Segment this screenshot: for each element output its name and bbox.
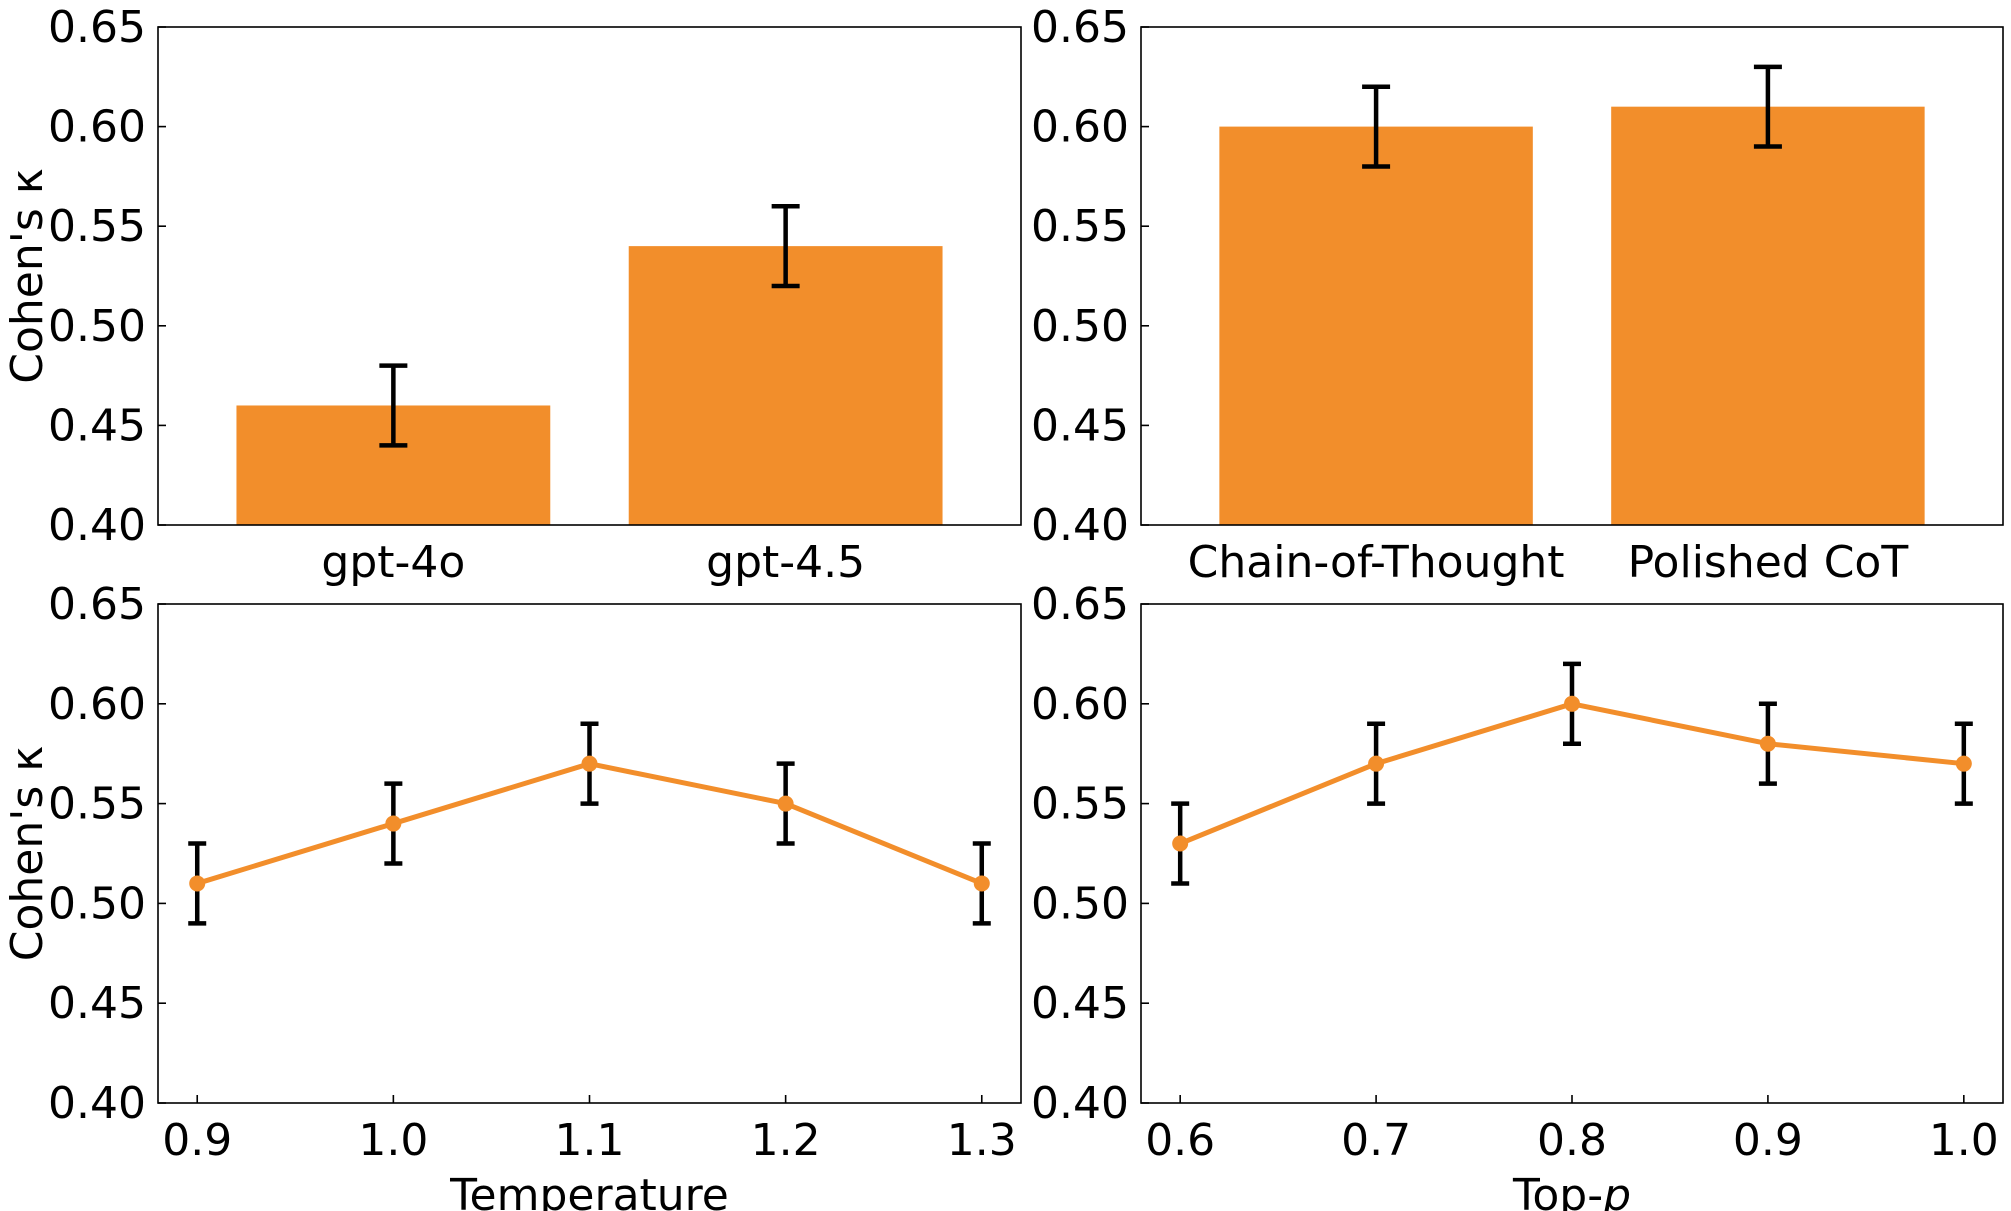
y-tick-label: 0.40	[48, 1078, 146, 1129]
y-tick-label: 0.65	[48, 579, 146, 630]
x-axis-label-text: Top-	[1512, 1170, 1603, 1211]
x-tick-label: 1.1	[555, 1115, 625, 1166]
data-point	[189, 875, 206, 892]
x-tick-label: 0.7	[1341, 1115, 1411, 1166]
x-axis-label-variable: p	[1602, 1170, 1631, 1211]
y-tick-label: 0.45	[1031, 400, 1129, 451]
panel-model-comparison: 0.40 0.45 0.50 0.55 0.60 0.65 Cohen's κ gpt-4o g…	[2, 2, 1022, 588]
data-point	[1564, 695, 1580, 712]
plot-frame	[1140, 26, 2004, 526]
data-point	[581, 755, 598, 772]
panel-temperature-sweep: 0.40 0.45 0.50 0.55 0.60 0.65 Cohen's κ 0.9 1.0 1…	[2, 579, 1022, 1211]
data-point	[385, 815, 402, 832]
x-tick-label: 0.9	[1733, 1115, 1803, 1166]
y-tick-label: 0.40	[48, 500, 146, 551]
y-axis: 0.40 0.45 0.50 0.55 0.60 0.65	[48, 2, 166, 551]
x-category-label: gpt-4.5	[706, 537, 865, 588]
data-point	[1172, 835, 1189, 852]
x-tick-label: 1.2	[751, 1115, 821, 1166]
y-tick-label: 0.60	[48, 102, 146, 153]
x-axis: 0.6 0.7 0.8 0.9 1.0	[1145, 1095, 1999, 1166]
error-bar	[1753, 64, 1782, 149]
y-tick-label: 0.45	[48, 978, 146, 1029]
x-axis-label: Top-p	[1512, 1170, 1631, 1211]
x-tick-label: 0.8	[1537, 1115, 1607, 1166]
x-tick-label: 1.3	[947, 1115, 1017, 1166]
data-point	[1368, 755, 1385, 772]
y-tick-label: 0.60	[48, 679, 146, 730]
data-point	[777, 795, 794, 812]
data-point	[973, 875, 990, 892]
plot-frame	[157, 26, 1022, 526]
error-bar	[771, 204, 800, 289]
y-axis-label: Cohen's κ	[2, 168, 53, 383]
y-tick-label: 0.60	[1031, 102, 1129, 153]
plot-frame	[1140, 603, 2004, 1104]
bar-series	[236, 204, 943, 525]
bar	[1219, 126, 1533, 525]
data-point	[1759, 735, 1776, 752]
bar	[1611, 106, 1925, 526]
line-series	[188, 721, 991, 926]
y-tick-label: 0.65	[1031, 579, 1129, 630]
y-tick-label: 0.50	[48, 878, 146, 929]
x-axis-label: Temperature	[449, 1170, 729, 1211]
x-axis: 0.9 1.0 1.1 1.2 1.3	[162, 1095, 1017, 1166]
plot-frame	[157, 603, 1022, 1104]
y-axis: 0.40 0.45 0.50 0.55 0.60 0.65	[1031, 579, 1149, 1129]
y-tick-label: 0.55	[1031, 201, 1129, 252]
bar	[628, 246, 943, 525]
x-tick-label: 1.0	[358, 1115, 428, 1166]
x-category-label: Chain-of-Thought	[1188, 537, 1565, 588]
y-tick-label: 0.40	[1031, 500, 1129, 551]
y-tick-label: 0.65	[1031, 2, 1129, 53]
y-tick-label: 0.45	[1031, 978, 1129, 1029]
y-tick-label: 0.55	[48, 201, 146, 252]
error-bar	[379, 363, 408, 448]
error-bar	[1362, 84, 1391, 169]
bar-series	[1219, 64, 1925, 526]
y-axis: 0.40 0.45 0.50 0.55 0.60 0.65	[48, 579, 166, 1129]
x-category-label: Polished CoT	[1628, 537, 1909, 588]
x-tick-label: 0.6	[1145, 1115, 1215, 1166]
y-tick-label: 0.40	[1031, 1078, 1129, 1129]
y-tick-label: 0.55	[48, 779, 146, 830]
y-tick-label: 0.50	[1031, 878, 1129, 929]
y-tick-label: 0.65	[48, 2, 146, 53]
y-tick-label: 0.50	[1031, 301, 1129, 352]
y-tick-label: 0.55	[1031, 779, 1129, 830]
x-tick-label: 0.9	[162, 1115, 232, 1166]
y-tick-label: 0.50	[48, 301, 146, 352]
data-point	[1955, 755, 1972, 772]
x-tick-label: 1.0	[1929, 1115, 1999, 1166]
y-tick-label: 0.60	[1031, 679, 1129, 730]
panel-top-p-sweep: 0.40 0.45 0.50 0.55 0.60 0.65 0.6 0.7 0.8 0.9 1.0 T…	[1031, 579, 2004, 1211]
line-series	[1171, 661, 1973, 886]
y-axis: 0.40 0.45 0.50 0.55 0.60 0.65	[1031, 2, 1149, 551]
y-axis-label: Cohen's κ	[2, 746, 53, 961]
x-category-label: gpt-4o	[321, 537, 465, 588]
y-tick-label: 0.45	[48, 400, 146, 451]
panel-prompt-comparison: 0.40 0.45 0.50 0.55 0.60 0.65 Chain-of-Thought…	[1031, 2, 2004, 588]
